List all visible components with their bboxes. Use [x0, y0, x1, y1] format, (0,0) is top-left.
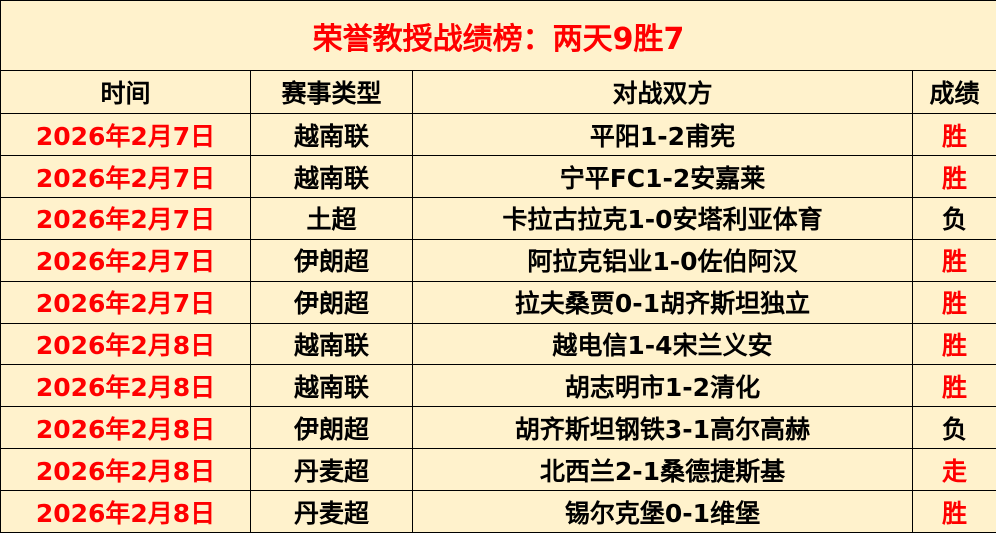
header-match: 对战双方 — [412, 70, 913, 115]
match-cell: 越电信1-4宋兰义安 — [412, 322, 913, 366]
table-row: 2026年2月8日 丹麦超 锡尔克堡0-1维堡胜 — [0, 490, 996, 533]
date-cell: 2026年2月8日 — [0, 364, 251, 408]
match-cell: 卡拉古拉克1-0安塔利亚体育 — [412, 197, 913, 240]
match-cell: 胡齐斯坦钢铁3-1高尔高赫 — [412, 406, 913, 450]
result-cell: 胜 — [912, 490, 996, 533]
match-cell: 胡志明市1-2清化 — [412, 364, 913, 408]
league-cell: 丹麦超 — [250, 448, 413, 492]
league-cell: 伊朗超 — [250, 406, 413, 450]
table-row: 2026年2月7日 土超 卡拉古拉克1-0安塔利亚体育负 — [0, 197, 996, 240]
match-cell: 拉夫桑贾0-1胡齐斯坦独立 — [412, 280, 913, 324]
league-cell: 越南联 — [250, 155, 413, 199]
date-cell: 2026年2月8日 — [0, 406, 251, 450]
table-row: 2026年2月8日 越南联 胡志明市1-2清化胜 — [0, 364, 996, 408]
match-cell: 阿拉克铝业1-0佐伯阿汉 — [412, 238, 913, 282]
league-cell: 伊朗超 — [250, 280, 413, 324]
date-cell: 2026年2月8日 — [0, 448, 251, 492]
match-cell: 平阳1-2甫宪 — [412, 113, 913, 157]
table-row: 2026年2月7日 越南联 平阳1-2甫宪胜 — [0, 113, 996, 157]
result-cell: 负 — [912, 197, 996, 240]
result-cell: 胜 — [912, 280, 996, 324]
date-cell: 2026年2月7日 — [0, 197, 251, 240]
date-cell: 2026年2月7日 — [0, 155, 251, 199]
result-cell: 胜 — [912, 364, 996, 408]
league-cell: 丹麦超 — [250, 490, 413, 533]
date-cell: 2026年2月7日 — [0, 113, 251, 157]
date-cell: 2026年2月7日 — [0, 238, 251, 282]
league-cell: 越南联 — [250, 113, 413, 157]
result-cell: 胜 — [912, 113, 996, 157]
header-league: 赛事类型 — [250, 70, 413, 115]
result-cell: 走 — [912, 448, 996, 492]
header-time: 时间 — [0, 70, 251, 115]
date-cell: 2026年2月7日 — [0, 280, 251, 324]
table-row: 2026年2月7日 伊朗超 阿拉克铝业1-0佐伯阿汉胜 — [0, 238, 996, 282]
page-title: 荣誉教授战绩榜：两天9胜7 — [0, 0, 996, 72]
result-cell: 胜 — [912, 322, 996, 366]
match-cell: 锡尔克堡0-1维堡 — [412, 490, 913, 533]
league-cell: 土超 — [250, 197, 413, 240]
league-cell: 伊朗超 — [250, 238, 413, 282]
league-cell: 越南联 — [250, 364, 413, 408]
header-row: 时间 赛事类型 对战双方 成绩 — [0, 70, 996, 115]
result-cell: 胜 — [912, 155, 996, 199]
table-row: 2026年2月7日 越南联 宁平FC1-2安嘉莱胜 — [0, 155, 996, 199]
match-cell: 宁平FC1-2安嘉莱 — [412, 155, 913, 199]
date-cell: 2026年2月8日 — [0, 322, 251, 366]
match-cell: 北西兰2-1桑德捷斯基 — [412, 448, 913, 492]
league-cell: 越南联 — [250, 322, 413, 366]
table-row: 2026年2月8日 丹麦超 北西兰2-1桑德捷斯基走 — [0, 448, 996, 492]
table-row: 2026年2月7日 伊朗超 拉夫桑贾0-1胡齐斯坦独立胜 — [0, 280, 996, 324]
result-cell: 胜 — [912, 238, 996, 282]
date-cell: 2026年2月8日 — [0, 490, 251, 533]
table-row: 2026年2月8日 越南联 越电信1-4宋兰义安胜 — [0, 322, 996, 366]
header-result: 成绩 — [912, 70, 996, 115]
table-row: 2026年2月8日 伊朗超 胡齐斯坦钢铁3-1高尔高赫负 — [0, 406, 996, 450]
result-cell: 负 — [912, 406, 996, 450]
title-row: 荣誉教授战绩榜：两天9胜7 — [0, 0, 996, 72]
